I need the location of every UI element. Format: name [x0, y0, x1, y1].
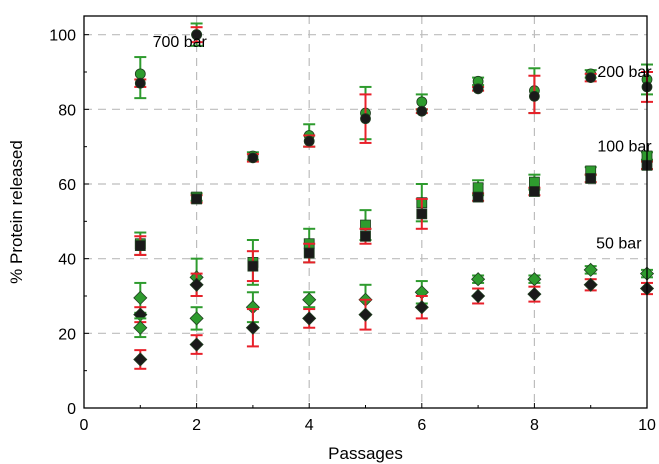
data-point-diamond: [245, 308, 260, 348]
data-point-square: [359, 227, 372, 245]
marker-square: [247, 260, 259, 272]
marker-square: [134, 240, 146, 252]
y-tick-label: 20: [58, 326, 76, 343]
data-point-circle: [359, 93, 372, 144]
data-point-diamond: [471, 272, 486, 287]
marker-circle: [134, 68, 146, 80]
annotation-label: 200 bar: [597, 64, 652, 81]
marker-square: [585, 172, 597, 184]
marker-circle: [303, 135, 315, 147]
data-point-square: [190, 193, 203, 205]
marker-circle: [529, 90, 540, 102]
data-layer: [133, 22, 655, 370]
marker-circle: [472, 83, 484, 95]
data-point-diamond: [189, 334, 204, 355]
data-point-circle: [190, 26, 203, 44]
marker-diamond: [189, 311, 204, 326]
data-point-diamond: [189, 272, 204, 297]
data-point-circle: [134, 77, 147, 89]
annotation-label: 100 bar: [597, 139, 652, 156]
marker-diamond: [133, 320, 148, 335]
marker-diamond: [471, 288, 486, 304]
data-point-diamond: [527, 272, 542, 287]
data-point-diamond: [302, 291, 317, 309]
marker-circle: [134, 77, 146, 89]
marker-diamond: [245, 320, 260, 335]
data-point-square: [134, 235, 147, 256]
marker-square: [529, 186, 540, 197]
marker-circle: [247, 152, 259, 164]
data-point-circle: [415, 105, 428, 117]
data-point-diamond: [133, 317, 148, 339]
data-point-circle: [472, 83, 485, 95]
data-point-diamond: [583, 262, 598, 277]
data-point-square: [303, 242, 316, 264]
data-point-circle: [303, 134, 316, 148]
y-tick-label: 100: [49, 28, 76, 45]
x-tick-label: 0: [80, 417, 89, 434]
data-point-square: [472, 191, 485, 203]
marker-diamond: [527, 287, 542, 302]
marker-square: [416, 208, 428, 220]
marker-diamond: [414, 300, 429, 315]
marker-diamond: [189, 277, 204, 292]
marker-square: [303, 247, 315, 259]
x-axis-label: Passages: [328, 444, 403, 463]
data-point-diamond: [133, 349, 148, 370]
y-tick-label: 40: [58, 252, 76, 269]
annotations: 700 bar 200 bar 100 bar 50 bar: [153, 34, 653, 253]
marker-circle: [585, 72, 597, 83]
annotation-label: 700 bar: [153, 34, 208, 51]
marker-diamond: [133, 290, 148, 305]
marker-square: [360, 230, 371, 242]
data-point-square: [246, 250, 259, 283]
marker-diamond: [302, 292, 317, 307]
marker-circle: [416, 96, 428, 108]
marker-square: [191, 193, 203, 205]
marker-square: [472, 182, 484, 194]
data-point-square: [584, 172, 597, 184]
y-tick-label: 60: [58, 177, 76, 194]
marker-circle: [360, 113, 371, 125]
data-point-circle: [134, 56, 147, 100]
marker-diamond: [583, 262, 598, 277]
marker-square: [529, 176, 540, 188]
marker-diamond: [471, 272, 486, 287]
data-point-diamond: [302, 308, 317, 329]
annotation-label: 50 bar: [596, 236, 642, 253]
data-point-diamond: [189, 306, 204, 331]
y-tick-label: 80: [58, 102, 76, 119]
marker-diamond: [189, 337, 204, 352]
marker-diamond: [358, 307, 373, 322]
marker-circle: [416, 105, 428, 117]
x-tick-label: 2: [192, 417, 201, 434]
data-point-diamond: [358, 298, 373, 331]
marker-square: [472, 191, 484, 203]
data-point-circle: [246, 152, 259, 164]
marker-circle: [191, 29, 203, 41]
data-point-diamond: [471, 287, 486, 305]
x-tick-label: 10: [638, 417, 656, 434]
data-point-diamond: [414, 295, 429, 320]
data-point-circle: [584, 72, 597, 83]
data-point-square: [415, 197, 428, 230]
data-point-circle: [528, 74, 541, 115]
x-tick-label: 8: [530, 417, 539, 434]
x-tick-label: 4: [305, 417, 314, 434]
data-point-diamond: [527, 285, 542, 303]
x-tick-label: 6: [417, 417, 426, 434]
marker-diamond: [583, 277, 598, 292]
y-tick-label: 0: [67, 401, 76, 418]
grid-lines: [84, 16, 647, 408]
marker-diamond: [133, 352, 148, 367]
data-point-square: [528, 186, 541, 197]
marker-diamond: [302, 311, 317, 326]
data-point-diamond: [583, 277, 598, 292]
y-axis-label: % Protein released: [7, 140, 26, 284]
